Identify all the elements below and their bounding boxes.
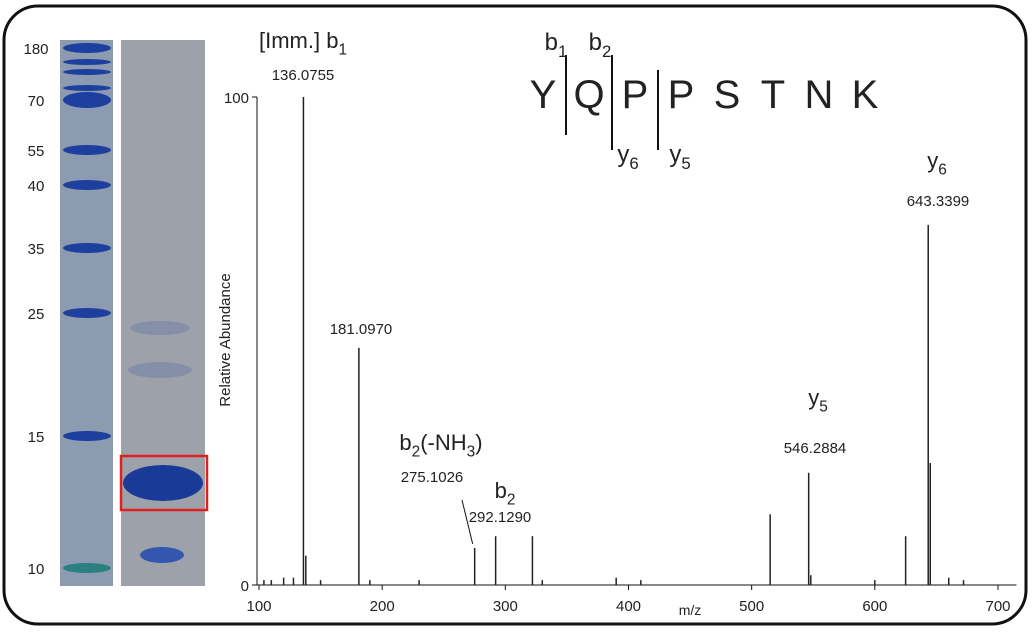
ladder-label: 180 <box>23 41 48 58</box>
ladder-band <box>63 180 111 190</box>
ladder-band <box>63 92 111 108</box>
ion-label: y6 <box>617 141 638 173</box>
label-part: y <box>808 385 819 410</box>
ion-label: y5 <box>808 385 828 416</box>
ladder-band <box>63 308 111 318</box>
subscript: 1 <box>338 42 347 59</box>
ladder-band <box>63 85 111 91</box>
highlight-box <box>119 454 209 512</box>
peak-label: 181.0970 <box>330 321 393 338</box>
subscript: 1 <box>558 42 567 61</box>
subscript: 6 <box>629 154 638 173</box>
ion-label: b2 <box>495 478 516 509</box>
ladder-band <box>63 69 111 75</box>
x-tick-label: 400 <box>616 598 641 615</box>
ion-label: b1 <box>545 29 568 61</box>
ladder-band <box>63 563 111 573</box>
label-part: y <box>927 148 938 173</box>
ion-label: [Imm.] b1 <box>259 28 347 59</box>
residue: P <box>668 73 695 117</box>
peak-label: 643.3399 <box>907 193 970 210</box>
label-part: y <box>617 141 629 168</box>
sample-band <box>130 321 190 335</box>
ladder-label: 10 <box>28 561 45 578</box>
label-part: [Imm.] b <box>259 28 338 53</box>
x-tick-label: 600 <box>862 598 887 615</box>
ion-label: b2 <box>589 29 612 61</box>
leader-line <box>461 499 474 545</box>
sample-band <box>123 465 203 501</box>
residue: S <box>714 73 741 117</box>
peak-label: 136.0755 <box>272 67 335 84</box>
y-tick-label: 0 <box>241 578 249 595</box>
residue: Q <box>573 73 604 117</box>
residue: P <box>622 73 649 117</box>
ladder-label: 15 <box>28 429 45 446</box>
x-tick-label: 300 <box>493 598 518 615</box>
x-tick-label: 200 <box>370 598 395 615</box>
subscript: 2 <box>602 42 611 61</box>
residue: T <box>761 73 785 117</box>
subscript: 5 <box>681 154 690 173</box>
x-axis-label: m/z <box>679 602 702 618</box>
subscript: 6 <box>938 162 947 179</box>
sample-lane <box>121 40 205 586</box>
ladder-label: 35 <box>28 241 45 258</box>
label-part: b <box>495 478 507 503</box>
ladder-label: 25 <box>28 306 45 323</box>
label-part: b <box>589 29 602 56</box>
ladder-band <box>63 145 111 155</box>
y-axis-label: Relative Abundance <box>217 273 234 406</box>
x-tick-label: 500 <box>739 598 764 615</box>
frame <box>2 4 1028 626</box>
sample-band <box>128 362 192 378</box>
x-tick-label: 100 <box>246 598 271 615</box>
spectrum: 100 200 300 400 500 600 700 0 100 m/z Relative Abu… <box>217 67 1017 618</box>
ladder-band <box>63 59 111 65</box>
ion-label: y5 <box>669 141 690 173</box>
label-part: ) <box>475 430 482 455</box>
residue: K <box>852 73 879 117</box>
ladder-label: 70 <box>28 93 45 110</box>
subscript: 3 <box>467 444 476 461</box>
ladder-label: 55 <box>28 143 45 160</box>
x-tick-label: 700 <box>985 598 1010 615</box>
sample-band <box>140 547 184 563</box>
ladder-band <box>63 43 111 53</box>
ion-label: b2(-NH3) <box>399 430 482 461</box>
ion-label: y6 <box>927 148 947 179</box>
subscript: 2 <box>412 444 421 461</box>
label-part: (-NH <box>420 430 466 455</box>
peak-label: 275.1026 <box>401 469 464 486</box>
label-part: b <box>399 430 411 455</box>
label-part: y <box>669 141 681 168</box>
subscript: 2 <box>507 492 516 509</box>
subscript: 5 <box>819 399 828 416</box>
ladder-band <box>63 431 111 441</box>
peak-label: 546.2884 <box>784 440 847 457</box>
ladder-label: 40 <box>28 178 45 195</box>
residue: Y <box>530 73 557 117</box>
y-tick-label: 100 <box>224 90 249 107</box>
label-part: b <box>545 29 558 56</box>
ladder-band <box>63 243 111 253</box>
peak-label: 292.1290 <box>469 509 532 526</box>
residue: N <box>805 73 834 117</box>
